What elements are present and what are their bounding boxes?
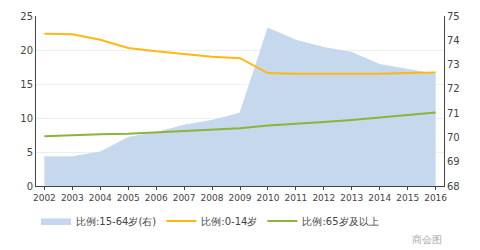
svg-text:73: 73 (447, 59, 460, 70)
svg-text:74: 74 (447, 35, 460, 46)
svg-text:2011: 2011 (284, 193, 307, 203)
svg-text:比例:15-64岁(右): 比例:15-64岁(右) (76, 216, 156, 227)
svg-text:2004: 2004 (89, 193, 112, 203)
svg-text:70: 70 (447, 132, 460, 143)
svg-text:2008: 2008 (201, 193, 224, 203)
svg-text:2003: 2003 (61, 193, 84, 203)
svg-text:25: 25 (20, 11, 33, 22)
svg-text:2015: 2015 (396, 193, 419, 203)
svg-text:2005: 2005 (117, 193, 140, 203)
svg-text:72: 72 (447, 83, 460, 94)
svg-text:2012: 2012 (312, 193, 335, 203)
svg-text:2014: 2014 (368, 193, 391, 203)
svg-text:20: 20 (20, 45, 33, 56)
svg-text:2016: 2016 (424, 193, 447, 203)
svg-text:比例:0-14岁: 比例:0-14岁 (201, 216, 257, 227)
svg-text:69: 69 (447, 156, 460, 167)
svg-text:71: 71 (447, 108, 460, 119)
svg-text:比例:65岁及以上: 比例:65岁及以上 (302, 216, 378, 227)
svg-text:5: 5 (27, 147, 33, 158)
svg-text:2013: 2013 (340, 193, 363, 203)
svg-text:2002: 2002 (33, 193, 56, 203)
svg-text:0: 0 (27, 181, 33, 192)
svg-text:10: 10 (20, 113, 33, 124)
svg-text:75: 75 (447, 11, 460, 22)
svg-text:2007: 2007 (173, 193, 196, 203)
svg-text:15: 15 (20, 79, 33, 90)
svg-text:2006: 2006 (145, 193, 168, 203)
svg-text:68: 68 (447, 181, 460, 192)
svg-text:2010: 2010 (256, 193, 279, 203)
svg-text:2009: 2009 (229, 193, 252, 203)
svg-text:商会图: 商会图 (412, 234, 442, 245)
